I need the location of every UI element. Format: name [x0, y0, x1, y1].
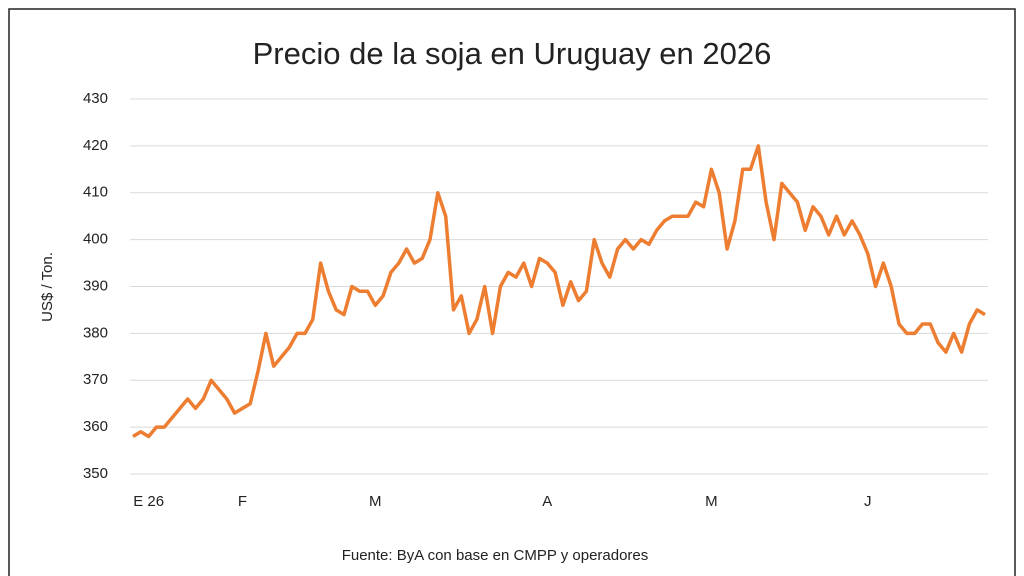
chart-border	[8, 8, 1016, 576]
x-tick-label: A	[542, 493, 552, 510]
x-tick-label: J	[864, 493, 872, 510]
y-tick-label: 380	[83, 324, 108, 341]
chart-title: Precio de la soja en Uruguay en 2026	[253, 36, 772, 71]
price-line	[132, 144, 986, 439]
source-note: Fuente: ByA con base en CMPP y operadore…	[342, 547, 649, 564]
y-tick-label: 430	[83, 90, 108, 107]
x-tick-label: M	[369, 493, 382, 510]
y-axis-title: US$ / Ton.	[39, 252, 56, 322]
y-tick-label: 410	[83, 184, 108, 201]
x-tick-label: F	[238, 493, 247, 510]
y-tick-label: 420	[83, 137, 108, 154]
y-tick-label: 350	[83, 465, 108, 482]
y-tick-label: 360	[83, 418, 108, 435]
y-tick-label: 390	[83, 277, 108, 294]
y-tick-label: 400	[83, 231, 108, 248]
x-tick-label: M	[705, 493, 718, 510]
x-tick-label: E 26	[133, 493, 164, 510]
y-tick-label: 370	[83, 371, 108, 388]
